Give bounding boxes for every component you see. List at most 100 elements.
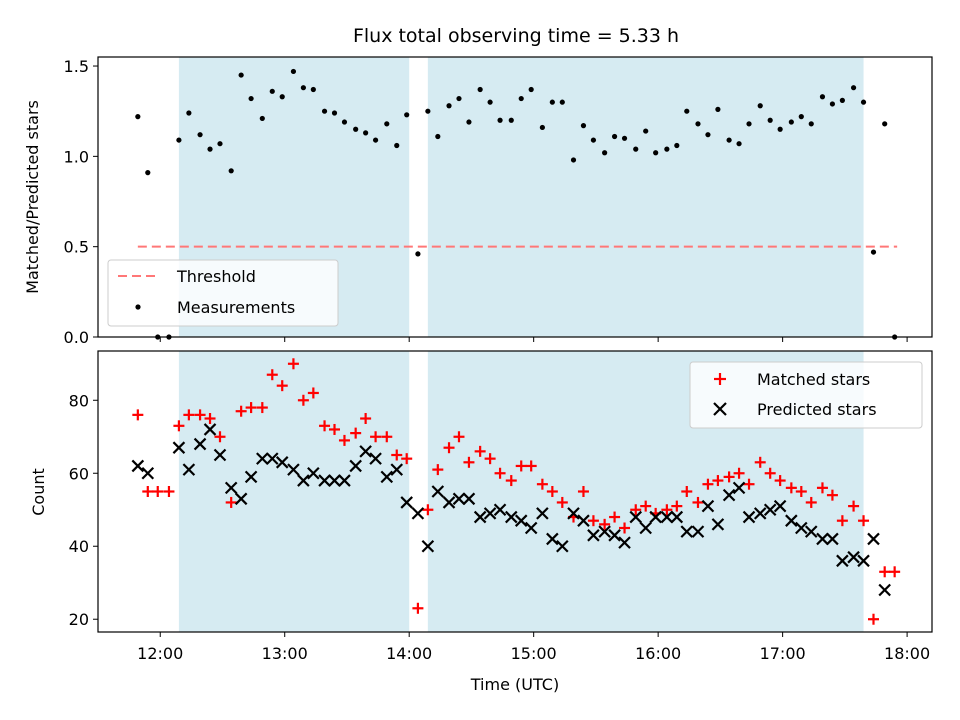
matched-point <box>515 460 527 472</box>
predicted-point <box>732 481 746 495</box>
matched-point <box>630 504 642 516</box>
matched-point <box>307 387 319 399</box>
predicted-point <box>328 474 341 487</box>
matched-point <box>173 420 185 432</box>
matched-point <box>774 475 786 487</box>
measurement-point <box>466 119 472 125</box>
predicted-point <box>287 463 300 476</box>
predicted-point <box>826 532 839 546</box>
matched-point <box>183 409 195 421</box>
predicted-point <box>421 539 435 553</box>
measurement-point <box>446 103 452 109</box>
matched-point <box>370 431 382 443</box>
predicted-point <box>131 459 145 473</box>
matched-point <box>266 369 278 381</box>
matched-point <box>816 482 828 494</box>
observing-windows <box>178 57 864 337</box>
legend-threshold-label: Threshold <box>176 267 256 286</box>
measurement-point <box>353 126 359 132</box>
observing-window-1 <box>178 351 410 632</box>
measurement-point <box>549 99 555 105</box>
predicted-point <box>773 499 787 513</box>
matched-point <box>214 431 226 443</box>
matched-point <box>702 478 714 490</box>
predicted-point <box>753 507 767 520</box>
measurement-point <box>207 146 213 152</box>
predicted-point <box>701 499 715 513</box>
chart-title: Flux total observing time = 5.33 h <box>353 25 679 47</box>
predicted-legend-marker <box>713 402 727 416</box>
predicted-point <box>567 507 580 520</box>
predicted-point <box>338 474 351 487</box>
measurement-point <box>310 86 316 93</box>
measurement-point <box>559 99 565 105</box>
legend-measurements-label: Measurements <box>177 298 295 317</box>
measurement-point <box>394 142 400 149</box>
measurement-point <box>860 99 867 105</box>
y-tick-label: 80 <box>69 391 89 410</box>
predicted-point <box>234 492 248 506</box>
predicted-point <box>224 481 238 495</box>
predicted-point <box>804 525 818 538</box>
matched-point <box>733 467 745 479</box>
measurement-point <box>674 142 680 149</box>
y-tick-label: 0.0 <box>64 328 89 347</box>
predicted-point <box>514 514 528 527</box>
predicted-point <box>816 532 829 546</box>
measurement-point <box>788 119 794 125</box>
measurement-point <box>269 88 275 94</box>
matched-point <box>422 504 434 516</box>
measurement-point <box>736 141 742 147</box>
measurement-point <box>435 133 441 140</box>
matched-point <box>640 500 652 512</box>
x-tick-label: 12:00 <box>137 644 183 663</box>
predicted-point <box>587 529 600 542</box>
matched-point <box>867 613 879 625</box>
matched-point <box>848 500 860 512</box>
measurement-point <box>539 124 545 131</box>
predicted-point <box>691 525 705 538</box>
measurement-point <box>259 115 265 122</box>
matched-legend-marker <box>714 373 726 385</box>
measurement-point <box>829 101 836 107</box>
measurement-point <box>643 128 649 134</box>
matched-point <box>235 405 247 417</box>
measurement-point <box>135 114 141 120</box>
matched-point <box>556 496 568 508</box>
matched-point <box>661 504 673 516</box>
predicted-point <box>172 441 186 454</box>
measurements-legend-marker <box>135 304 141 310</box>
measurement-point <box>850 85 857 91</box>
predicted-point <box>524 521 538 535</box>
y-tick-label: 60 <box>69 464 89 483</box>
y-axis-label-count: Count <box>29 468 48 516</box>
x-tick-label: 17:00 <box>760 644 806 663</box>
measurement-point <box>570 157 577 163</box>
matched-point <box>256 402 268 414</box>
y-tick-label: 1.0 <box>64 147 89 166</box>
matched-point <box>764 467 776 479</box>
predicted-points <box>131 423 891 597</box>
matched-point <box>826 489 838 501</box>
predicted-point <box>182 463 196 476</box>
legend-box <box>689 361 923 429</box>
matched-point <box>463 456 475 468</box>
x-axis-label: Time (UTC) <box>470 675 559 694</box>
predicted-point <box>275 456 289 469</box>
measurement-point <box>238 72 244 78</box>
predicted-point <box>411 507 425 520</box>
predicted-point <box>193 437 207 451</box>
matched-point <box>712 475 724 487</box>
predicted-point <box>670 510 684 524</box>
predicted-point <box>504 510 518 524</box>
measurement-point <box>580 123 587 129</box>
matched-point <box>836 515 848 527</box>
predicted-point <box>742 510 756 524</box>
predicted-point <box>836 554 849 568</box>
measurement-point <box>477 86 483 93</box>
predicted-point <box>857 554 870 568</box>
measurement-point <box>321 108 328 114</box>
measurement-point <box>415 251 421 257</box>
matched-point <box>245 402 257 414</box>
